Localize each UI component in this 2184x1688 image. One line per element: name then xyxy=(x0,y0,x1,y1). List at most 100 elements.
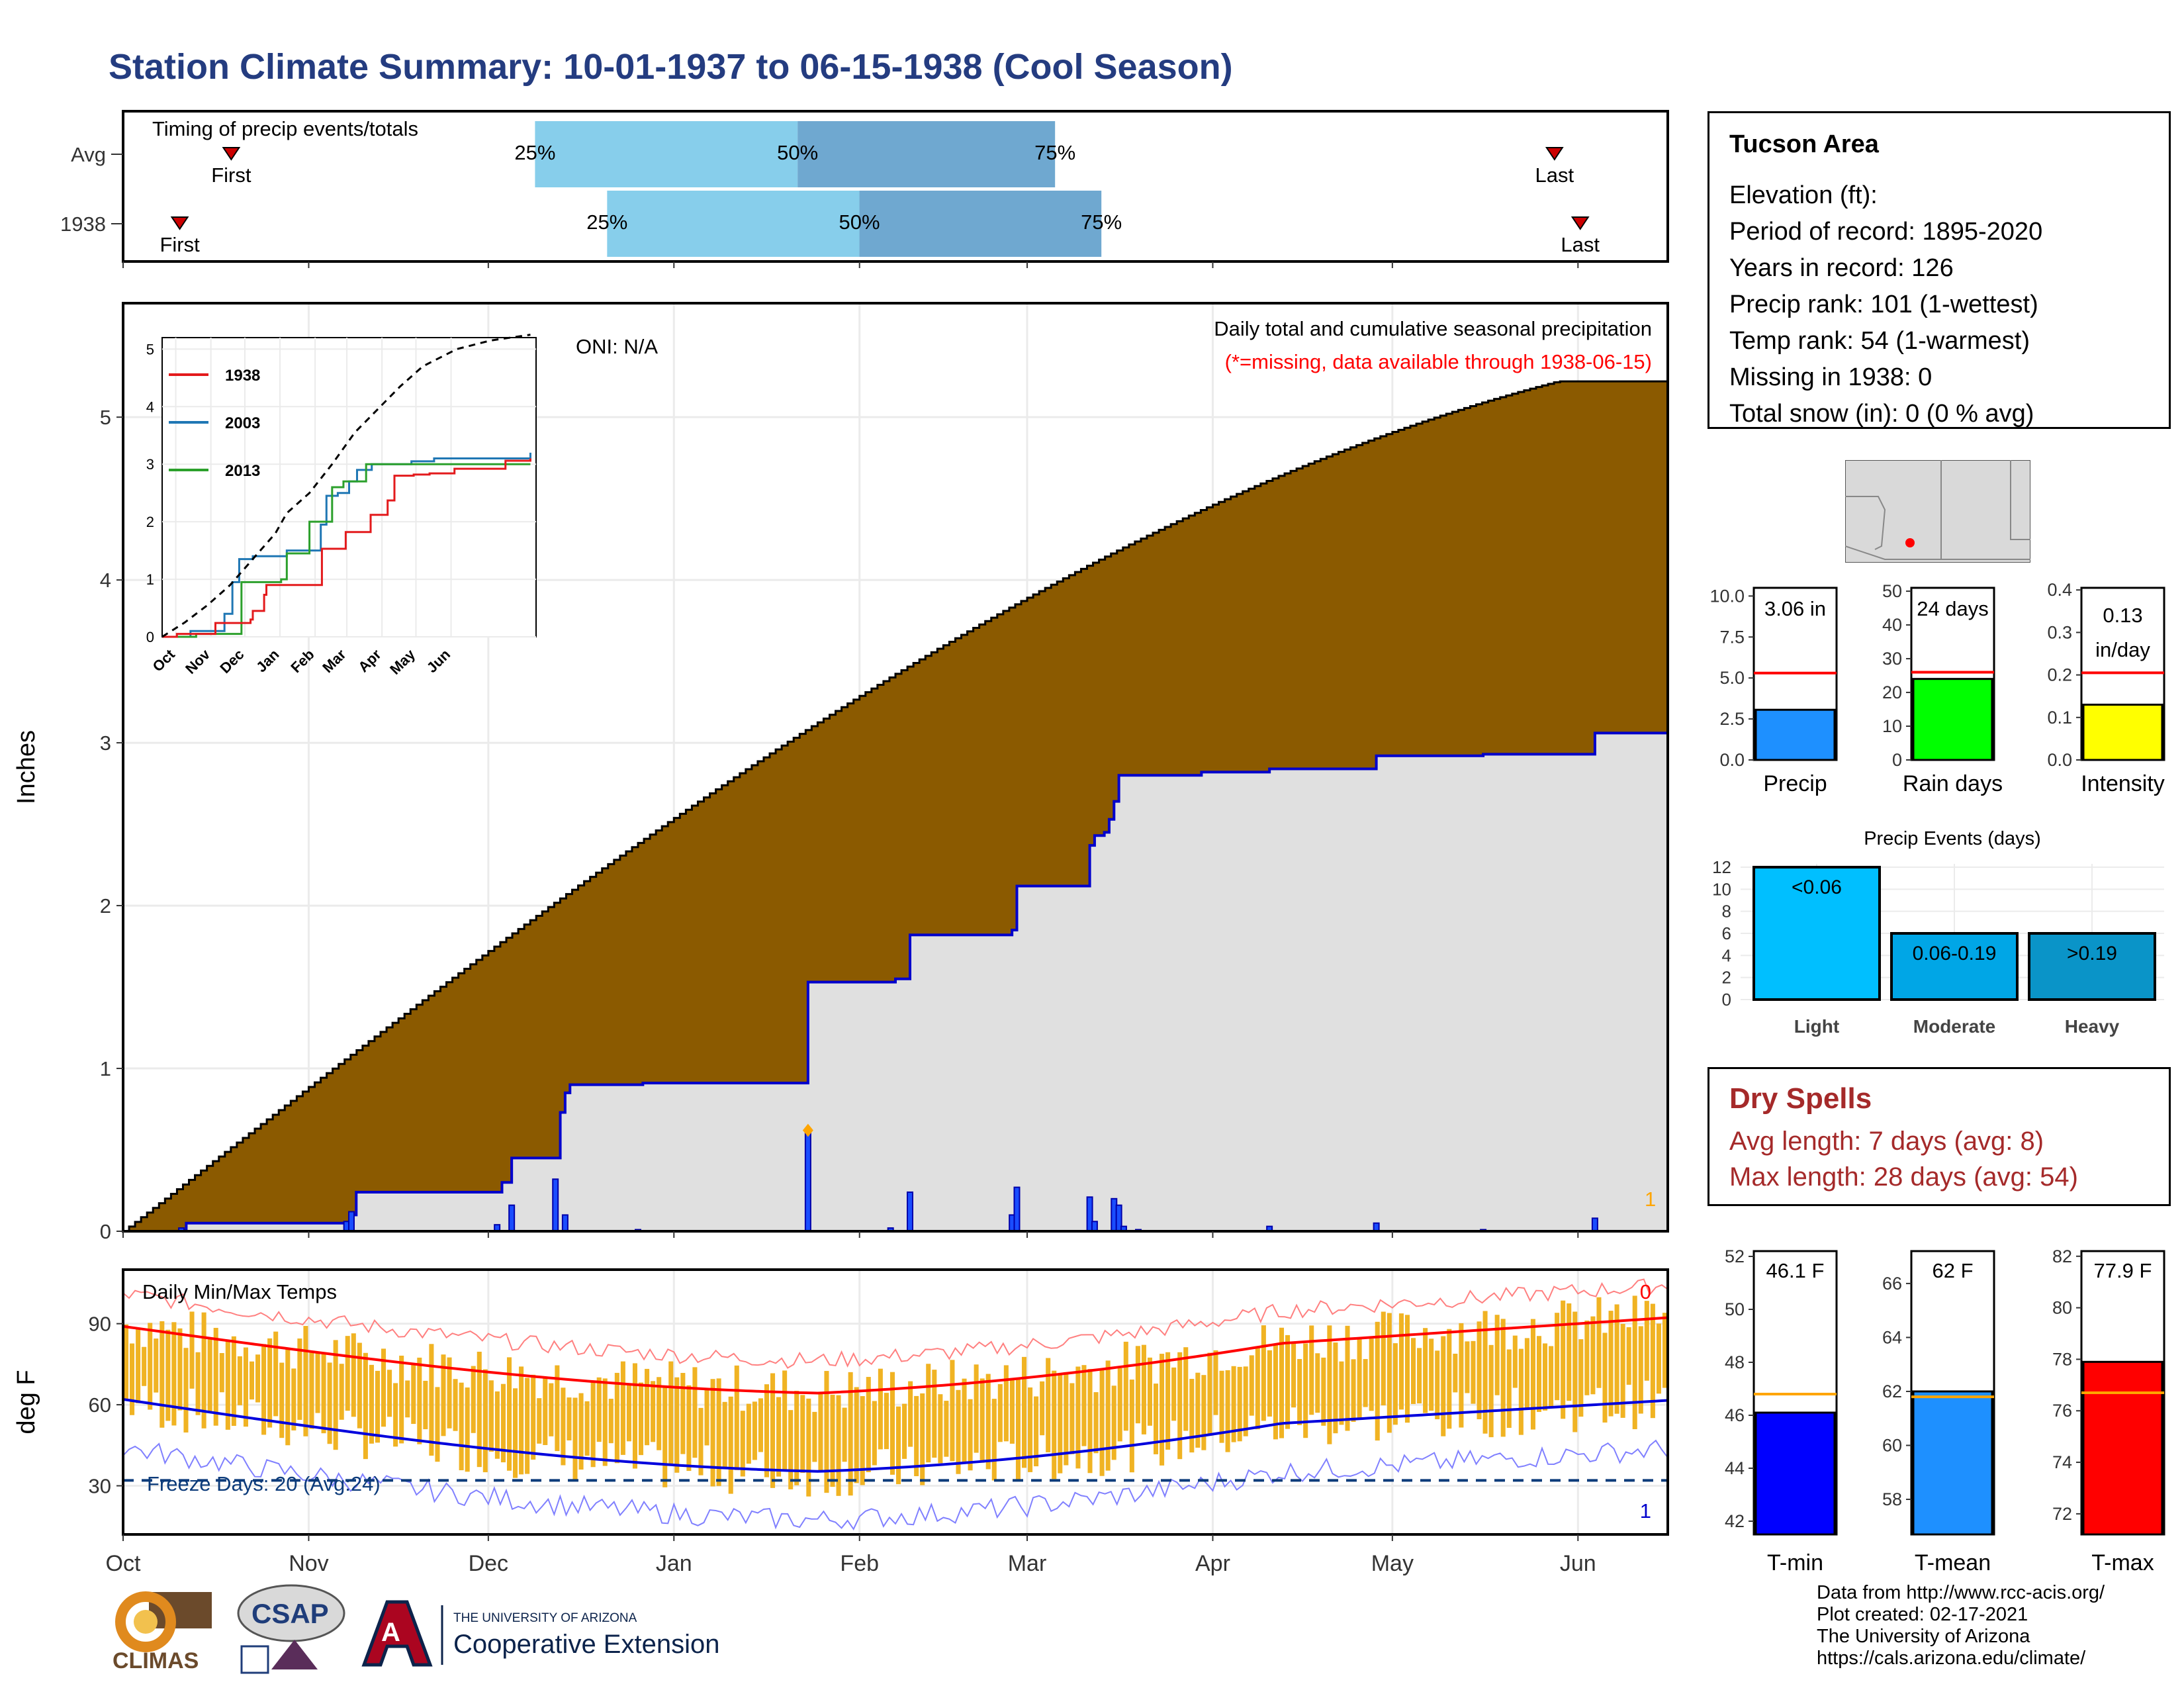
inset-avg-series xyxy=(161,334,531,638)
daily-temp-bar xyxy=(848,1372,853,1496)
mini-bar-ytick-label: 0.3 xyxy=(2047,622,2072,642)
daily-temp-bar xyxy=(692,1367,698,1458)
events-ytick-label: 6 xyxy=(1722,923,1731,943)
precip-ytick-label: 2 xyxy=(100,894,111,917)
timing-first-label: First xyxy=(159,233,200,256)
daily-temp-bar xyxy=(602,1378,608,1466)
mini-bar-ytick-label: 30 xyxy=(1882,649,1902,669)
dry-spells-max: Max length: 28 days (avg: 54) xyxy=(1729,1162,2078,1192)
temps-title: Daily Min/Max Temps xyxy=(142,1280,337,1303)
daily-temp-bar xyxy=(1435,1350,1440,1420)
month-label: May xyxy=(1371,1551,1414,1576)
daily-temp-bar xyxy=(686,1385,692,1472)
daily-temp-bar xyxy=(1596,1297,1602,1388)
precip-ytick-label: 3 xyxy=(100,731,111,755)
daily-temp-bar xyxy=(333,1340,338,1450)
daily-temp-bar xyxy=(225,1340,230,1430)
daily-temp-bar xyxy=(567,1397,572,1440)
daily-temp-bar xyxy=(148,1323,153,1410)
temp-bar-ytick-label: 72 xyxy=(2052,1504,2072,1524)
daily-temp-bar xyxy=(680,1373,686,1454)
station-name: Tucson Area xyxy=(1729,130,1879,158)
daily-temp-bar xyxy=(788,1410,794,1489)
month-label: Jun xyxy=(1560,1551,1596,1576)
daily-temp-bar xyxy=(381,1348,387,1427)
daily-precip-bar xyxy=(1091,1221,1098,1232)
locator-map-border-west xyxy=(1845,496,1886,550)
inset-legend-label: 2003 xyxy=(225,414,260,432)
daily-temp-bar xyxy=(674,1377,680,1473)
daily-temp-bar xyxy=(860,1396,865,1485)
daily-temp-bar xyxy=(459,1382,464,1471)
daily-temp-bar xyxy=(1099,1369,1105,1476)
mini-bar-ytick-label: 0.2 xyxy=(2047,665,2072,685)
daily-temp-bar xyxy=(1620,1323,1625,1418)
daily-temp-bar xyxy=(267,1338,273,1428)
daily-temp-bar xyxy=(1135,1346,1140,1424)
daily-temp-bar xyxy=(159,1321,165,1428)
station-years: Years in record: 126 xyxy=(1729,254,1954,282)
daily-temp-bar xyxy=(1590,1316,1596,1395)
daily-temp-bar xyxy=(698,1407,704,1476)
events-ytick-label: 4 xyxy=(1722,945,1731,965)
temp-bar-value-label: 62 F xyxy=(1932,1259,1973,1282)
mini-bar-ytick-label: 5.0 xyxy=(1719,668,1745,688)
daily-temp-bar xyxy=(1650,1303,1655,1419)
daily-temp-bar xyxy=(393,1383,398,1447)
daily-temp-bar xyxy=(1261,1325,1266,1421)
daily-temp-bar xyxy=(1578,1339,1584,1417)
mini-bar-ytick-label: 7.5 xyxy=(1719,627,1745,647)
mini-bar-ytick-label: 20 xyxy=(1882,682,1902,702)
mini-bar-ytick-label: 10.0 xyxy=(1709,586,1745,606)
daily-temp-bar xyxy=(429,1344,434,1456)
station-precip-rank: Precip rank: 101 (1-wettest) xyxy=(1729,291,2038,318)
daily-temp-bar xyxy=(506,1357,512,1471)
daily-temp-bar xyxy=(806,1398,811,1497)
inset-series-1938 xyxy=(162,458,531,638)
temp-bar-ytick-label: 78 xyxy=(2052,1349,2072,1369)
daily-temp-bar xyxy=(1375,1321,1380,1441)
daily-temp-bar xyxy=(124,1324,129,1399)
mini-bar-value-label-unit: in/day xyxy=(2095,638,2150,661)
daily-temp-bar xyxy=(1656,1323,1661,1394)
daily-temp-bar xyxy=(1147,1357,1152,1426)
timing-p75-label: 75% xyxy=(1034,141,1075,164)
record-min-line xyxy=(122,1439,1668,1530)
daily-temp-bar xyxy=(1626,1327,1631,1385)
daily-temp-bar xyxy=(1441,1336,1446,1436)
daily-temp-bar xyxy=(494,1391,500,1459)
daily-temp-bar xyxy=(207,1339,212,1412)
daily-temp-bar xyxy=(1398,1313,1404,1410)
arizona-university-text: THE UNIVERSITY OF ARIZONA xyxy=(453,1611,637,1625)
daily-temp-bar xyxy=(1500,1319,1506,1437)
credit-line-university: The University of Arizona xyxy=(1817,1626,2030,1647)
month-label: Nov xyxy=(289,1551,328,1576)
temps-ytick-label: 60 xyxy=(89,1393,111,1417)
daily-temp-bar xyxy=(668,1361,674,1465)
daily-temp-bar xyxy=(1387,1313,1392,1433)
daily-temp-bar xyxy=(950,1360,955,1462)
daily-temp-bar xyxy=(889,1372,895,1475)
station-location-dot xyxy=(1905,538,1915,547)
precip-ytick-label: 1 xyxy=(100,1057,111,1080)
timing-row-label: 1938 xyxy=(60,212,106,236)
temp-bar-ytick-label: 58 xyxy=(1882,1489,1902,1509)
inset-legend-label: 2013 xyxy=(225,462,260,480)
events-ytick-label: 8 xyxy=(1722,902,1731,921)
precip-corner-value: 1 xyxy=(1645,1188,1656,1211)
daily-temp-bar xyxy=(1237,1366,1242,1442)
daily-temp-bar xyxy=(1477,1321,1482,1420)
daily-temp-bar xyxy=(525,1378,530,1474)
daily-temp-bar xyxy=(578,1393,584,1470)
daily-temp-bar xyxy=(1183,1347,1189,1431)
locator-map-border-south xyxy=(1845,545,2030,560)
month-label: Oct xyxy=(106,1551,141,1576)
dry-spells-avg: Avg length: 7 days (avg: 8) xyxy=(1729,1127,2044,1156)
daily-temp-bar xyxy=(836,1395,841,1496)
daily-precip-bar xyxy=(907,1191,914,1232)
temps-plot-bg xyxy=(123,1270,1668,1534)
daily-temp-bar xyxy=(291,1368,296,1430)
mini-bar-ytick-label: 0 xyxy=(1892,750,1902,770)
daily-temp-bar xyxy=(1285,1335,1291,1429)
daily-temp-bar xyxy=(1309,1325,1314,1415)
